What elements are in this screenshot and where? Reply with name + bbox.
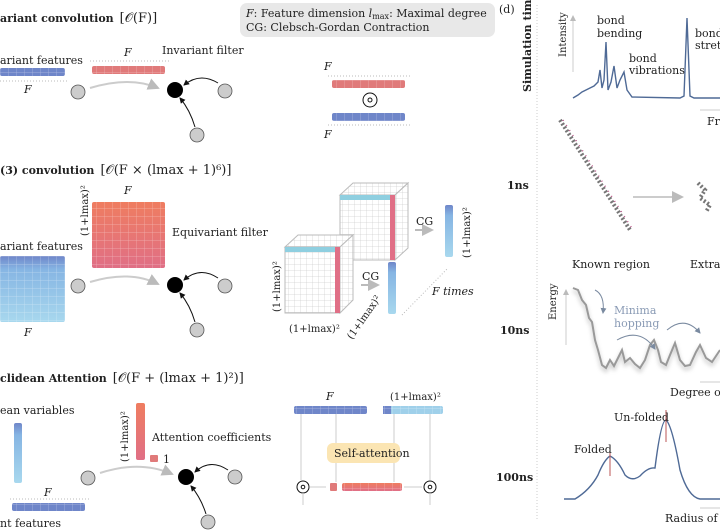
legend-box bbox=[240, 3, 495, 37]
row1-dim-f: F bbox=[23, 83, 32, 96]
cg-output-column bbox=[388, 262, 396, 314]
extrapolation-label: Extrap bbox=[690, 258, 720, 271]
attention-coefficient-column bbox=[136, 403, 145, 460]
row2-filter-label: Equivariant filter bbox=[172, 226, 269, 239]
time-tick-10ns: 10ns bbox=[500, 324, 530, 337]
section-title-so3: (3) convolution [𝒪(F × (lmax + 1)⁶)] bbox=[0, 163, 231, 178]
cg-label-front: CG bbox=[362, 270, 379, 283]
simulation-time-axis-label: Simulation time bbox=[521, 0, 534, 92]
neighbor-node bbox=[70, 84, 86, 100]
cube-dim-l-vertical: (1+lmax)² bbox=[272, 261, 283, 312]
scalar-dim-one: 1 bbox=[163, 453, 170, 466]
self-attention-block: F (1+lmax)² Self-attention bbox=[294, 390, 443, 505]
long-molecule bbox=[558, 118, 632, 232]
frequency-label: Fr bbox=[707, 115, 720, 128]
intensity-label: Intensity bbox=[558, 12, 569, 57]
row3-dim-f: F bbox=[43, 486, 52, 499]
center-node bbox=[167, 82, 183, 98]
row2-features-label: ariant features bbox=[0, 240, 83, 253]
section-title-invariant: ariant convolution [𝒪(F)] bbox=[0, 11, 157, 26]
minima-hopping-label-1: Minima bbox=[614, 304, 657, 317]
row1-graph bbox=[70, 77, 233, 143]
stretching-label-2: stretc bbox=[695, 39, 720, 52]
dim-f-bottom: F bbox=[323, 128, 332, 141]
self-attention-box bbox=[327, 443, 400, 463]
folded-label: Folded bbox=[574, 443, 612, 456]
panel-d-label: (d) bbox=[499, 3, 515, 16]
folding-distribution: Folded Un-folded Radius of C bbox=[564, 410, 720, 525]
output-dim-l: (1+lmax)² bbox=[462, 207, 473, 258]
legend-line-1: F: Feature dimension lmax: Maximal degre… bbox=[245, 7, 487, 21]
neighbor-node bbox=[217, 83, 233, 99]
folded-molecule bbox=[696, 181, 713, 213]
row2-graph bbox=[70, 272, 233, 338]
minima-hopping-label-2: hopping bbox=[614, 317, 659, 330]
energy-label: Energy bbox=[548, 283, 559, 320]
row2-dim-f: F bbox=[23, 326, 32, 339]
cg-label-back: CG bbox=[416, 215, 433, 228]
vibrations-label-2: vibrations bbox=[628, 64, 685, 77]
bending-label-2: bending bbox=[597, 27, 642, 40]
hadamard-product-icon bbox=[296, 480, 310, 494]
hadamard-product-icon bbox=[362, 92, 378, 108]
section-title-attention: clidean Attention [𝒪(F + (lmax + 1)²)] bbox=[0, 371, 244, 386]
row2-filter-dim-l: (1+lmax)² bbox=[80, 185, 91, 236]
dim-f-top: F bbox=[323, 60, 332, 73]
row3-graph bbox=[80, 464, 243, 530]
radius-label: Radius of C bbox=[665, 512, 720, 525]
cube-dim-l-horizontal: (1+lmax)² bbox=[289, 324, 340, 335]
hadamard-product-icon bbox=[423, 480, 437, 494]
known-region-label: Known region bbox=[572, 258, 650, 271]
attention-coefficients-label: Attention coefficients bbox=[151, 431, 272, 444]
energy-landscape: Energy Minima hopping Degree of bbox=[548, 283, 720, 399]
time-tick-100ns: 100ns bbox=[496, 471, 533, 484]
row2-filter-dim-f: F bbox=[123, 184, 132, 197]
degree-label: Degree of bbox=[670, 386, 720, 399]
molecule-extrapolation: Known region Extrap bbox=[558, 118, 720, 271]
attn-dim-l: (1+lmax)² bbox=[390, 392, 441, 403]
ir-spectrum: Intensity bond bending bond vibrations b… bbox=[558, 12, 720, 128]
time-tick-1ns: 1ns bbox=[507, 179, 529, 192]
row1-filter-label: Invariant filter bbox=[162, 44, 244, 57]
stretching-label-1: bond bbox=[695, 27, 720, 40]
self-attention-label: Self-attention bbox=[334, 447, 410, 460]
cg-tensor-cubes: (1+lmax)² (1+lmax)² (1+lmax)² CG CG (1+l… bbox=[272, 181, 474, 342]
neighbor-node bbox=[189, 127, 205, 143]
row1-features-label: ariant features bbox=[0, 54, 83, 67]
f-times-label: F times bbox=[431, 285, 474, 298]
unfolded-label: Un-folded bbox=[614, 411, 669, 424]
legend-line-2: CG: Clebsch-Gordan Contraction bbox=[246, 21, 430, 34]
bending-label-1: bond bbox=[597, 14, 625, 27]
row3-coeff-dim-l: (1+lmax)² bbox=[120, 411, 131, 462]
row3-features-label: nt features bbox=[0, 517, 61, 530]
cg-output-column bbox=[445, 205, 453, 257]
row3-variables-label: ean variables bbox=[0, 404, 75, 417]
euclidean-variable-column bbox=[14, 423, 22, 483]
row1-filter-dim-f: F bbox=[123, 46, 132, 59]
vibrations-label-1: bond bbox=[629, 52, 657, 65]
attn-dim-f: F bbox=[325, 390, 334, 403]
row1-product: F F bbox=[323, 60, 410, 141]
